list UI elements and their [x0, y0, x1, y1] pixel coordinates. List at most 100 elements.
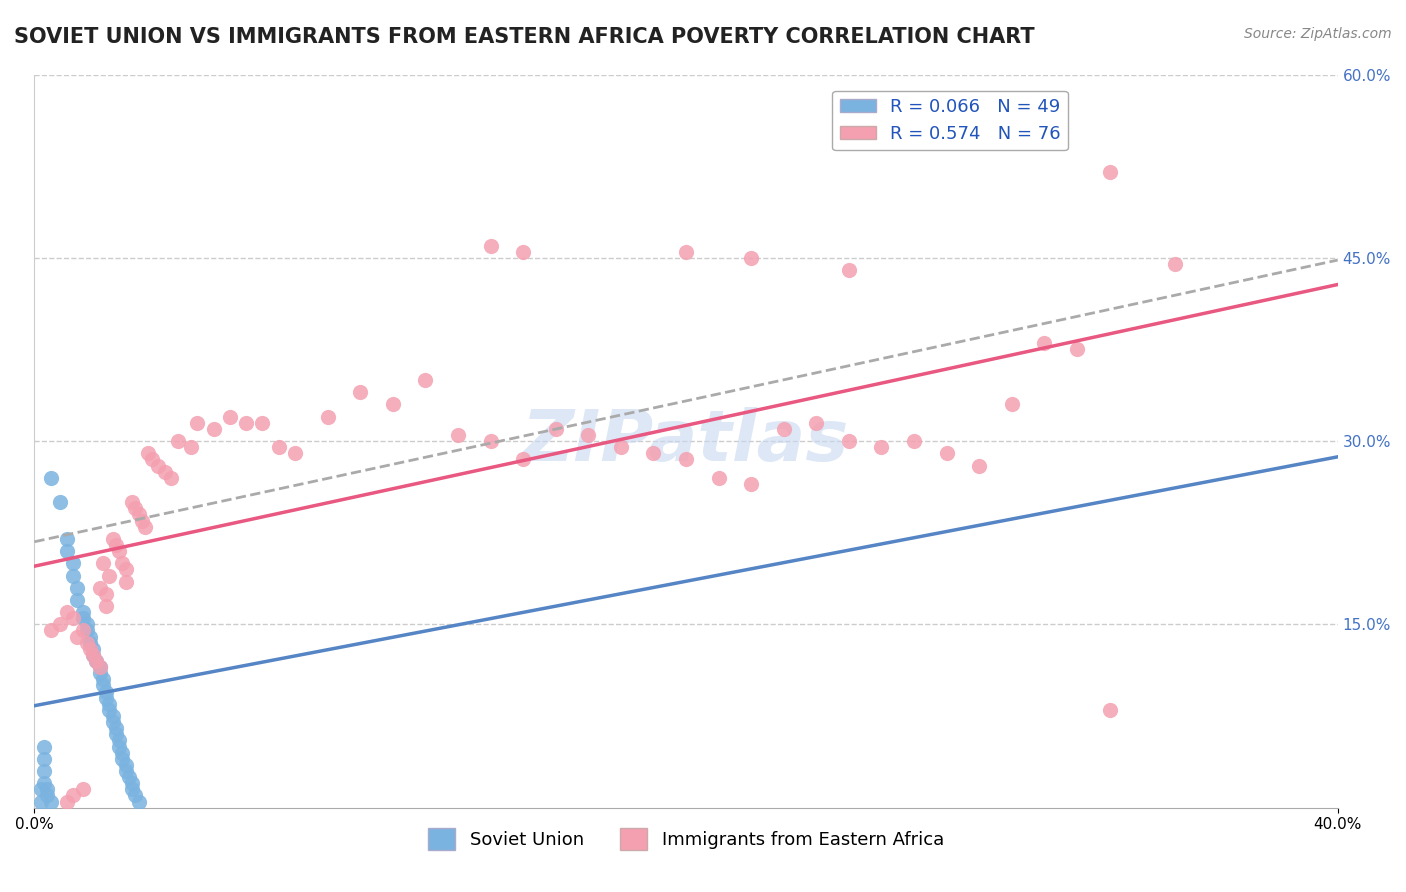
Point [104, 727, 127, 741]
Point [675, 244, 697, 259]
Point [82, 641, 104, 656]
Text: SOVIET UNION VS IMMIGRANTS FROM EASTERN AFRICA POVERTY CORRELATION CHART: SOVIET UNION VS IMMIGRANTS FROM EASTERN … [14, 27, 1035, 46]
Point [82, 648, 104, 662]
Point [166, 434, 188, 449]
Point [39, 795, 62, 809]
Point [94, 690, 117, 705]
Point [76, 636, 98, 650]
Point [153, 465, 176, 479]
Point [30, 795, 52, 809]
Point [141, 452, 163, 467]
Point [138, 446, 160, 460]
Point [1098, 165, 1121, 179]
Point [1033, 336, 1056, 351]
Point [610, 440, 633, 454]
Point [121, 782, 143, 797]
Point [1098, 703, 1121, 717]
Point [66, 630, 89, 644]
Point [1164, 257, 1187, 271]
Point [180, 440, 202, 454]
Point [108, 739, 131, 754]
Point [79, 630, 101, 644]
Point [806, 416, 828, 430]
Point [740, 476, 762, 491]
Point [576, 428, 599, 442]
Point [870, 440, 893, 454]
Point [72, 624, 94, 638]
Point [98, 697, 121, 711]
Point [101, 715, 124, 730]
Point [772, 422, 794, 436]
Point [114, 574, 136, 589]
Point [381, 397, 404, 411]
Point [79, 636, 101, 650]
Point [104, 721, 127, 735]
Point [316, 409, 339, 424]
Point [82, 648, 104, 662]
Point [76, 617, 98, 632]
Point [32, 776, 55, 790]
Point [124, 789, 146, 803]
Point [121, 776, 143, 790]
Point [56, 795, 79, 809]
Point [838, 434, 860, 449]
Point [935, 446, 957, 460]
Point [98, 703, 121, 717]
Point [94, 599, 117, 613]
Point [56, 544, 79, 558]
Point [160, 471, 183, 485]
Point [267, 440, 290, 454]
Point [32, 752, 55, 766]
Point [675, 452, 697, 467]
Point [114, 758, 136, 772]
Point [740, 251, 762, 265]
Point [94, 587, 117, 601]
Point [66, 593, 89, 607]
Point [39, 624, 62, 638]
Point [37, 789, 59, 803]
Point [89, 581, 111, 595]
Point [66, 581, 89, 595]
Point [72, 605, 94, 619]
Point [37, 782, 59, 797]
Point [121, 495, 143, 509]
Point [89, 666, 111, 681]
Text: Source: ZipAtlas.com: Source: ZipAtlas.com [1244, 27, 1392, 41]
Point [415, 373, 437, 387]
Point [114, 562, 136, 576]
Point [124, 501, 146, 516]
Legend: R = 0.066   N = 49, R = 0.574   N = 76: R = 0.066 N = 49, R = 0.574 N = 76 [832, 91, 1069, 151]
Point [235, 416, 257, 430]
Point [967, 458, 990, 473]
Point [72, 782, 94, 797]
Point [62, 611, 84, 625]
Point [62, 568, 84, 582]
Point [32, 764, 55, 778]
Point [284, 446, 307, 460]
Point [128, 795, 150, 809]
Point [76, 624, 98, 638]
Point [479, 238, 502, 252]
Point [108, 733, 131, 747]
Point [903, 434, 925, 449]
Point [111, 752, 134, 766]
Point [148, 458, 170, 473]
Point [544, 422, 567, 436]
Point [128, 508, 150, 522]
Point [84, 654, 107, 668]
Point [252, 416, 274, 430]
Point [32, 739, 55, 754]
Point [134, 519, 156, 533]
Point [89, 660, 111, 674]
Point [118, 770, 141, 784]
Point [30, 782, 52, 797]
Point [186, 416, 208, 430]
Point [512, 452, 534, 467]
Point [56, 605, 79, 619]
Point [202, 422, 225, 436]
Point [643, 446, 665, 460]
Point [111, 556, 134, 570]
Point [104, 538, 127, 552]
Point [131, 514, 153, 528]
Point [108, 544, 131, 558]
